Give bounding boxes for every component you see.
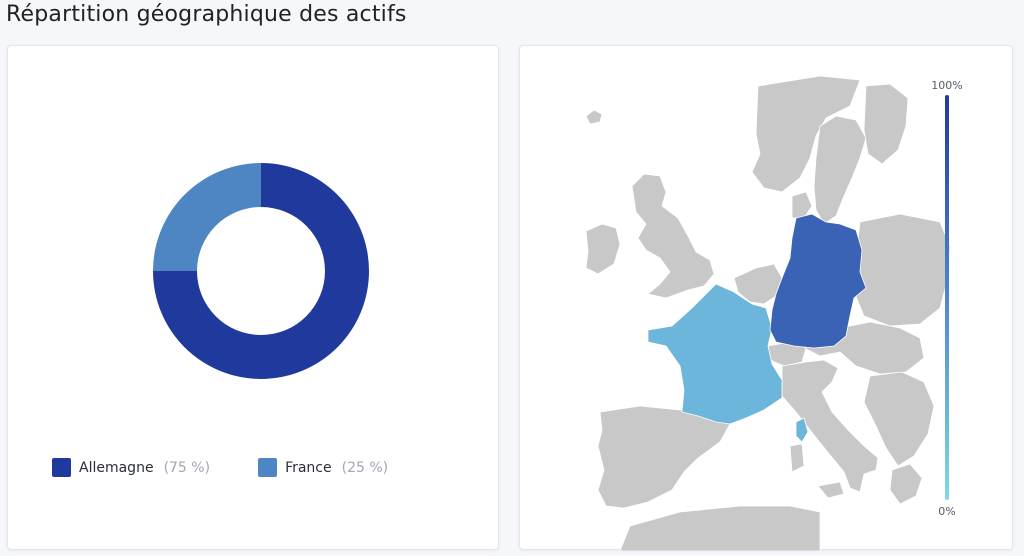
donut-chart-card: Allemagne (75 %) France (25 %) bbox=[7, 45, 499, 550]
scale-min-label: 0% bbox=[938, 505, 955, 518]
legend-item-france[interactable]: France (25 %) bbox=[258, 458, 388, 477]
legend-swatch-france bbox=[258, 458, 278, 477]
country-france[interactable] bbox=[647, 283, 783, 425]
legend-swatch-allemagne bbox=[52, 458, 71, 477]
color-scale: 100% 0% bbox=[931, 79, 962, 518]
country-poland-east[interactable] bbox=[853, 213, 951, 327]
legend-pct-france: (25 %) bbox=[341, 459, 389, 476]
legend-pct-allemagne: (75 %) bbox=[163, 459, 211, 476]
highlighted-countries bbox=[647, 213, 867, 443]
europe-map: 100% 0% bbox=[585, 75, 963, 551]
country-france-corsica[interactable] bbox=[795, 417, 809, 443]
country-iberia[interactable] bbox=[597, 405, 731, 509]
country-denmark[interactable] bbox=[791, 191, 813, 219]
legend-label-allemagne: Allemagne bbox=[79, 459, 154, 476]
country-iceland[interactable] bbox=[585, 109, 603, 125]
country-sardinia[interactable] bbox=[789, 443, 805, 473]
country-north-africa[interactable] bbox=[619, 505, 821, 551]
map-chart-card: 100% 0% bbox=[519, 45, 1013, 551]
page-title: Répartition géographique des actifs bbox=[6, 2, 407, 27]
other-countries bbox=[585, 75, 951, 551]
donut-slice-allemagne[interactable] bbox=[153, 163, 369, 379]
color-scale-bar bbox=[945, 95, 949, 500]
legend-label-france: France bbox=[285, 459, 332, 476]
donut-slice-france[interactable] bbox=[153, 163, 261, 271]
country-italy[interactable] bbox=[781, 359, 879, 493]
country-sweden[interactable] bbox=[813, 115, 867, 225]
country-norway[interactable] bbox=[751, 75, 861, 193]
country-finland[interactable] bbox=[863, 83, 909, 165]
donut-legend: Allemagne (75 %) France (25 %) bbox=[52, 458, 388, 477]
country-ireland[interactable] bbox=[585, 223, 621, 275]
country-greece[interactable] bbox=[889, 463, 923, 505]
country-germany[interactable] bbox=[769, 213, 867, 349]
donut-chart bbox=[153, 163, 369, 379]
legend-item-allemagne[interactable]: Allemagne (75 %) bbox=[52, 458, 210, 477]
country-sicily[interactable] bbox=[817, 481, 845, 499]
country-uk[interactable] bbox=[631, 173, 715, 299]
country-balkans[interactable] bbox=[863, 371, 935, 467]
scale-max-label: 100% bbox=[931, 79, 962, 92]
